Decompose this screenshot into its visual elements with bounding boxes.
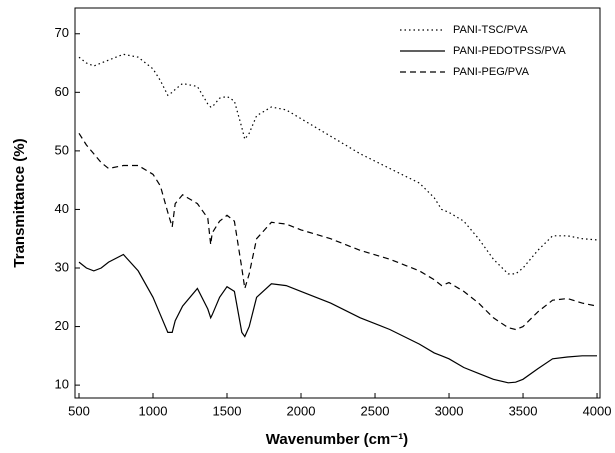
x-axis-label: Wavenumber (cm⁻¹) [266,431,408,448]
series-line [78,253,597,384]
y-tick-label: 10 [55,377,69,392]
x-tick-label: 3500 [509,403,538,418]
y-tick-label: 40 [55,201,69,216]
x-tick-label: 2500 [361,403,390,418]
x-tick-label: 1500 [213,403,242,418]
y-tick-label: 50 [55,142,69,157]
x-tick-label: 1000 [139,403,168,418]
legend-label: PANI-PEG/PVA [453,66,530,78]
x-tick-label: 3000 [435,403,464,418]
x-tick-label: 4000 [583,403,612,418]
y-tick-label: 70 [55,25,69,40]
x-tick-label: 2000 [287,403,316,418]
legend-label: PANI-PEDOTPSS/PVA [453,45,566,57]
legend-label: PANI-TSC/PVA [453,24,528,36]
y-axis-label: Transmittance (%) [11,138,28,267]
series-line [78,53,598,275]
y-tick-label: 20 [55,318,69,333]
x-tick-label: 500 [68,403,90,418]
series-line [78,132,598,331]
y-tick-label: 60 [55,84,69,99]
y-tick-label: 30 [55,259,69,274]
plot-frame [74,7,601,399]
